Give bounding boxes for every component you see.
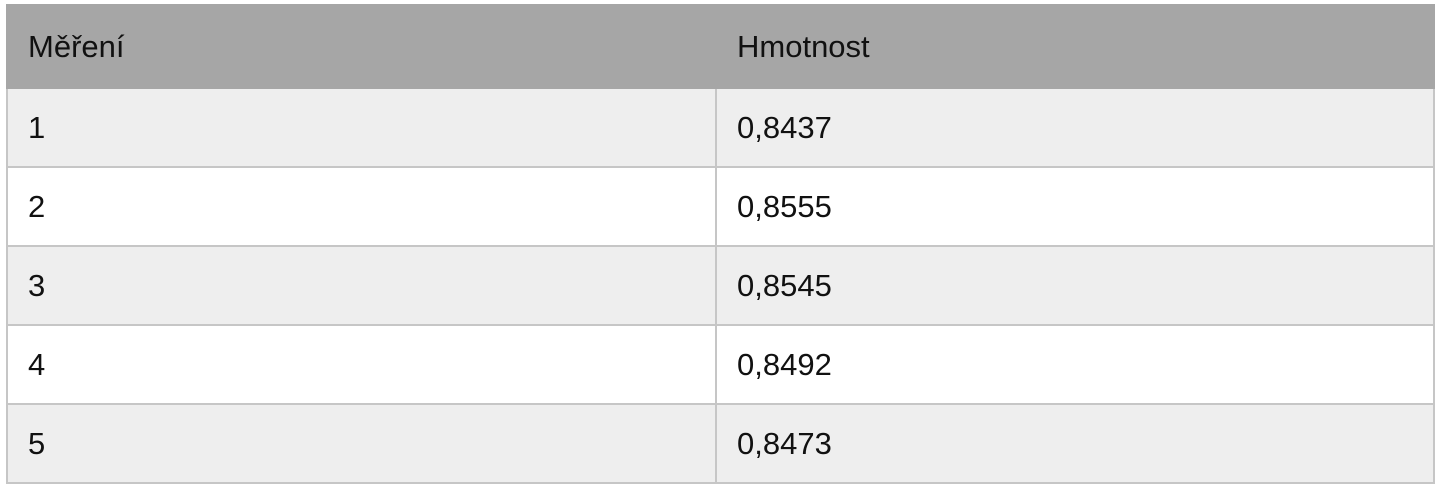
data-table: Měření Hmotnost 1 0,8437 2 0,8555 3 0,85…: [6, 4, 1435, 484]
cell-measurement: 3: [6, 245, 717, 326]
table-row: 4 0,8492: [6, 324, 1435, 405]
table-row: 5 0,8473: [6, 403, 1435, 484]
measurement-table: Měření Hmotnost 1 0,8437 2 0,8555 3 0,85…: [6, 4, 1435, 484]
column-header-weight: Hmotnost: [715, 4, 1435, 89]
table-row: 3 0,8545: [6, 245, 1435, 326]
table-row: 1 0,8437: [6, 87, 1435, 168]
cell-measurement: 2: [6, 166, 717, 247]
cell-weight: 0,8555: [715, 166, 1435, 247]
cell-weight: 0,8492: [715, 324, 1435, 405]
table-row: 2 0,8555: [6, 166, 1435, 247]
column-header-measurement: Měření: [6, 4, 717, 89]
cell-measurement: 4: [6, 324, 717, 405]
cell-weight: 0,8437: [715, 87, 1435, 168]
cell-measurement: 5: [6, 403, 717, 484]
cell-weight: 0,8473: [715, 403, 1435, 484]
cell-measurement: 1: [6, 87, 717, 168]
cell-weight: 0,8545: [715, 245, 1435, 326]
table-header-row: Měření Hmotnost: [6, 4, 1435, 89]
